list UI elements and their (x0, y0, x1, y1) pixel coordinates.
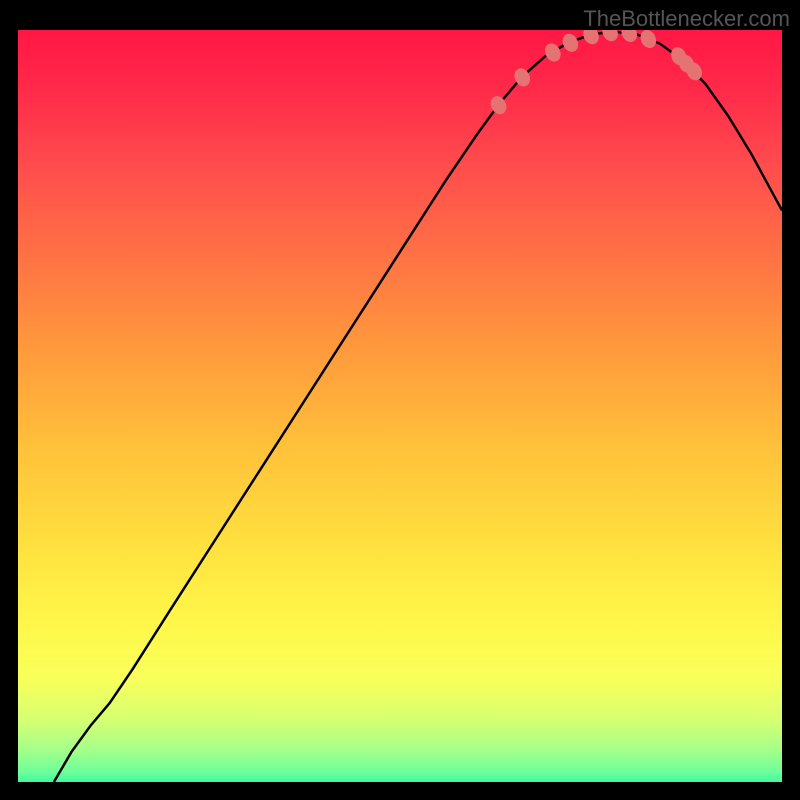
curve-marker (638, 30, 658, 50)
curve-marker (619, 30, 639, 44)
curve-marker (543, 41, 563, 63)
plot-area (18, 30, 782, 782)
curve-marker (560, 32, 580, 54)
bottleneck-curve (18, 30, 782, 782)
watermark-text: TheBottlenecker.com (583, 6, 790, 32)
